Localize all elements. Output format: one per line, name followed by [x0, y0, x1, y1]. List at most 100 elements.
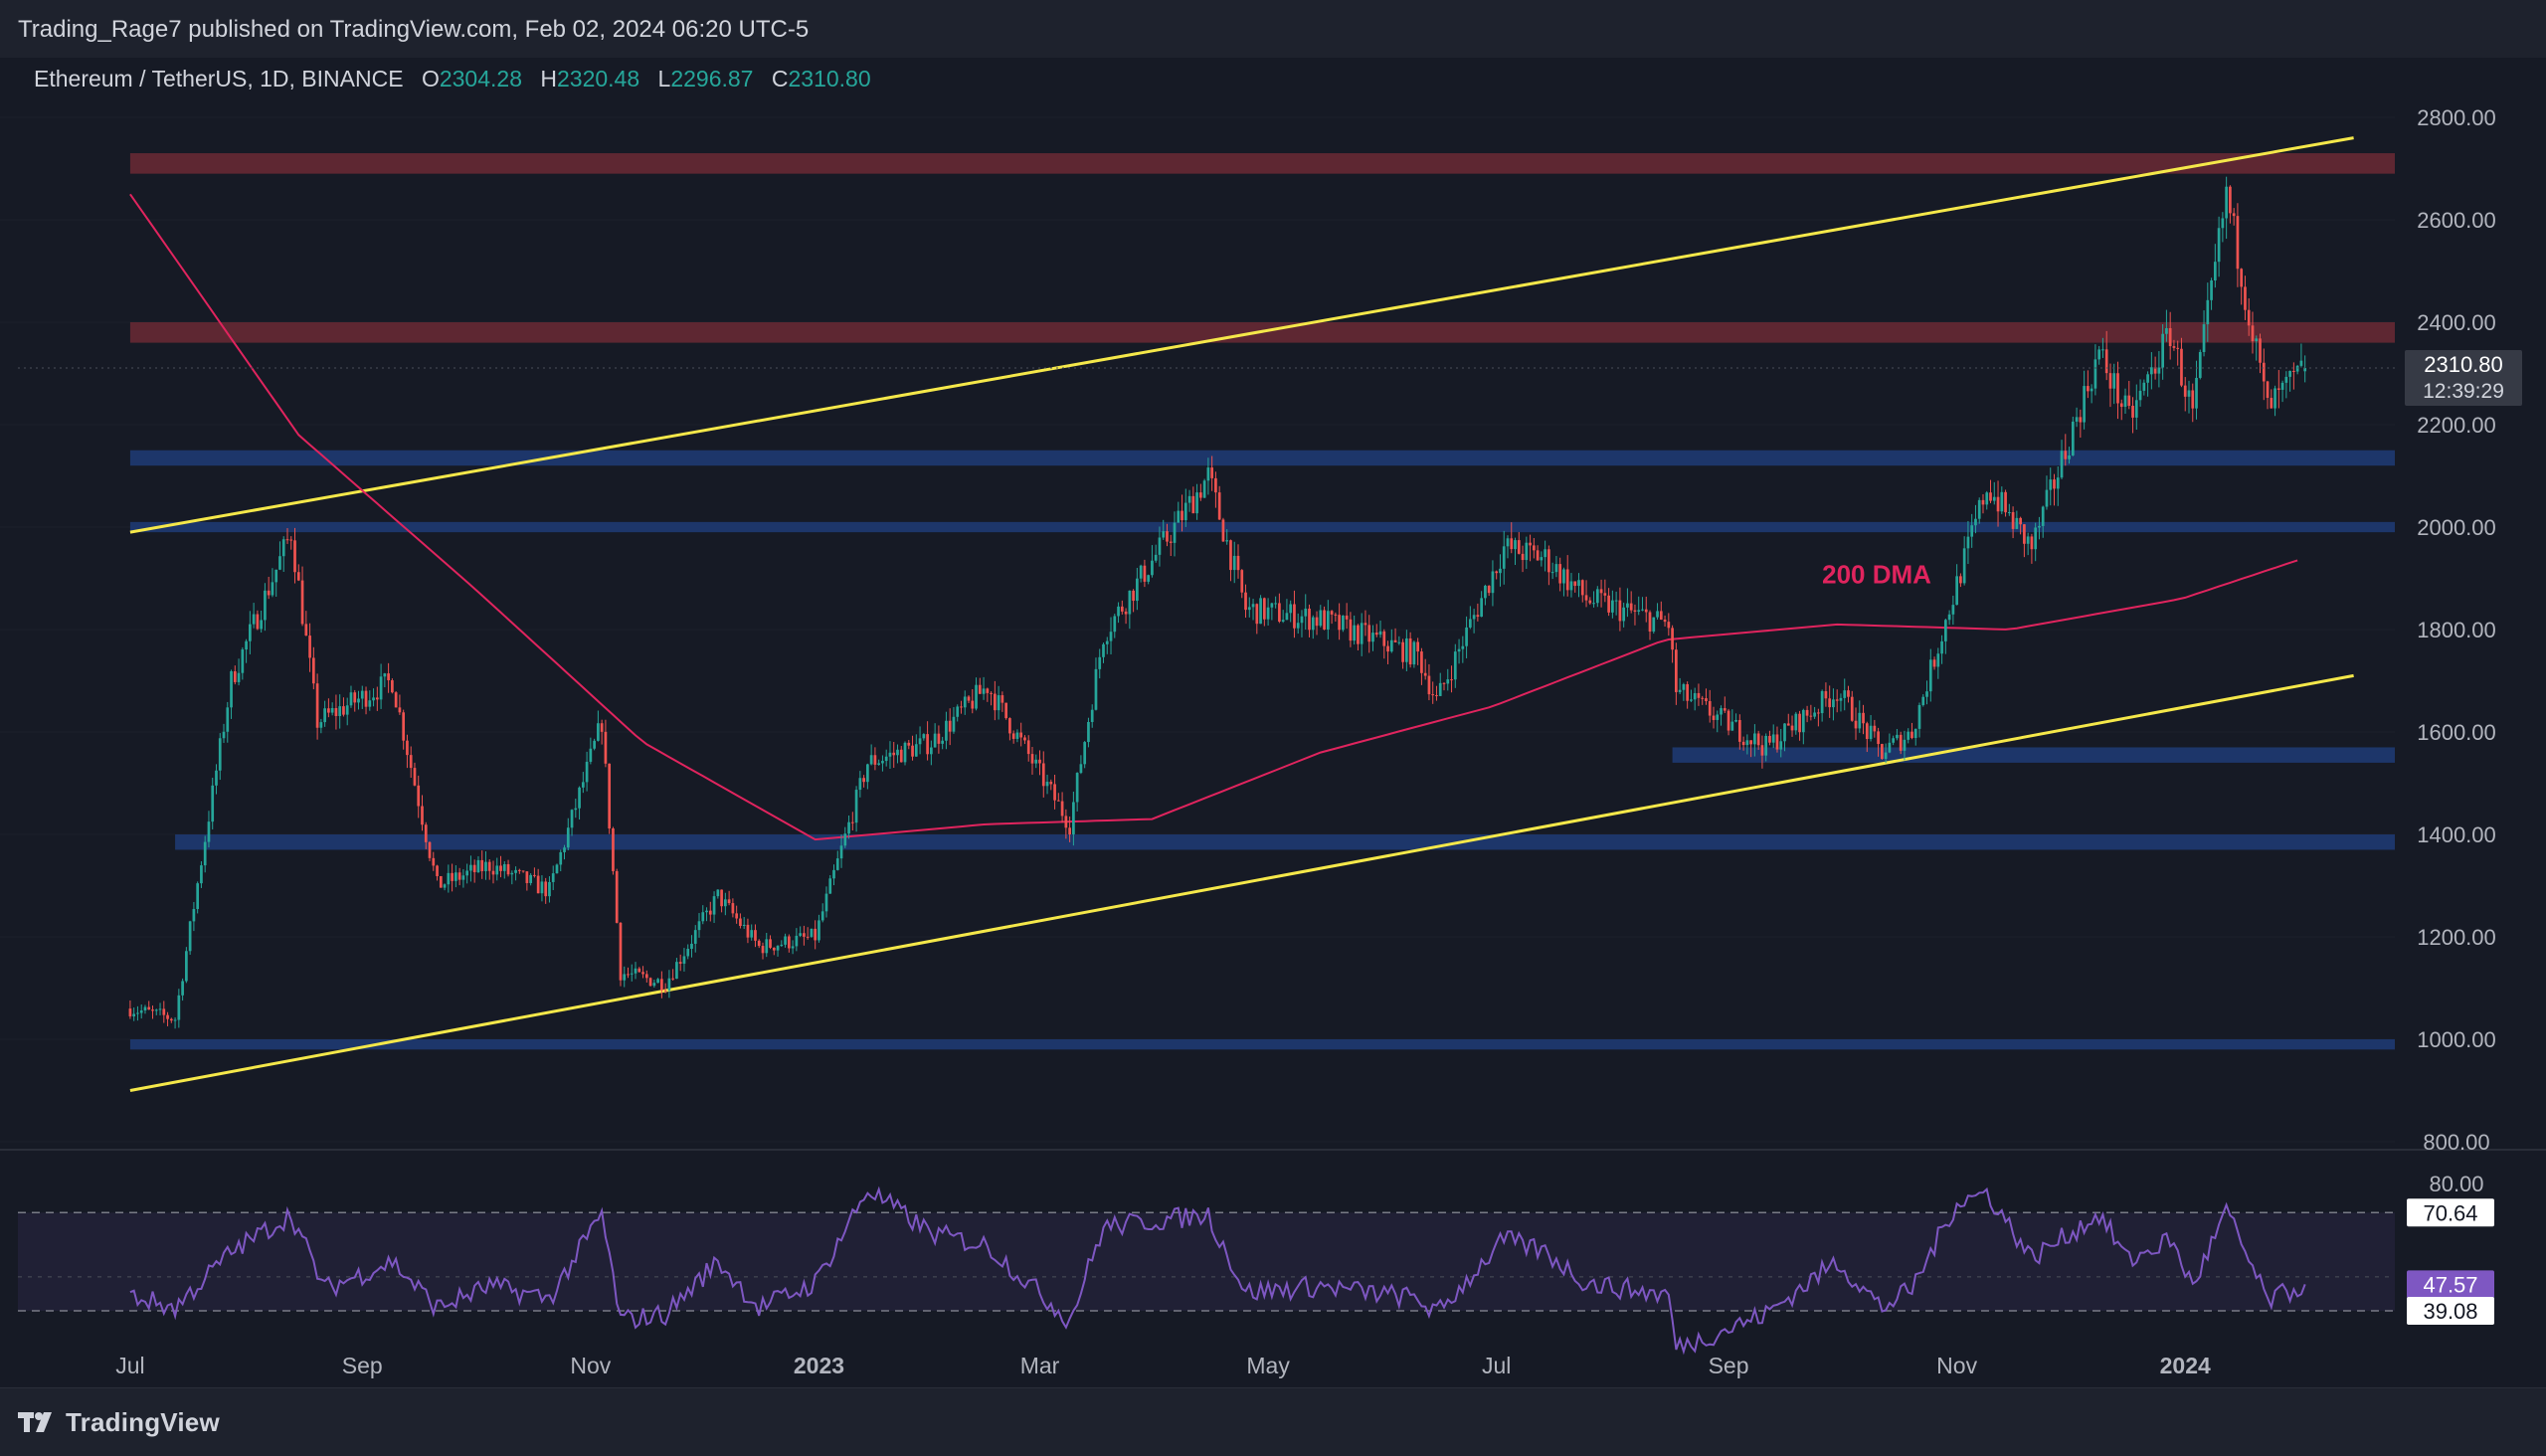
candle-body[interactable]	[869, 755, 873, 765]
candle-body[interactable]	[1517, 540, 1521, 554]
candle-body[interactable]	[671, 978, 675, 980]
candle-body[interactable]	[1674, 649, 1678, 692]
candle-body[interactable]	[2259, 338, 2262, 363]
candle-body[interactable]	[1888, 742, 1892, 753]
candle-body[interactable]	[2101, 349, 2104, 351]
candle-body[interactable]	[750, 930, 754, 938]
candle-body[interactable]	[1599, 589, 1603, 594]
candle-body[interactable]	[245, 640, 248, 650]
candle-body[interactable]	[1311, 617, 1315, 631]
candle-body[interactable]	[409, 755, 413, 769]
candle-body[interactable]	[1015, 732, 1019, 739]
candle-body[interactable]	[2083, 386, 2086, 423]
candle-body[interactable]	[1217, 492, 1221, 520]
candle-body[interactable]	[1221, 519, 1225, 542]
candle-body[interactable]	[1247, 607, 1251, 611]
candle-body[interactable]	[536, 875, 540, 894]
candle-body[interactable]	[1764, 735, 1768, 756]
candle-body[interactable]	[1206, 467, 1210, 481]
candle-body[interactable]	[533, 874, 536, 876]
candle-body[interactable]	[181, 981, 184, 996]
candle-body[interactable]	[2004, 491, 2007, 513]
candle-body[interactable]	[1850, 696, 1854, 721]
candle-body[interactable]	[1745, 740, 1749, 746]
candle-body[interactable]	[1128, 590, 1132, 615]
candle-body[interactable]	[2206, 299, 2210, 325]
candle-body[interactable]	[1835, 699, 1839, 701]
candle-body[interactable]	[1281, 620, 1285, 623]
candle-body[interactable]	[1514, 540, 1517, 550]
candle-body[interactable]	[1925, 691, 1928, 697]
candle-body[interactable]	[436, 865, 439, 876]
candle-body[interactable]	[612, 828, 615, 871]
dma-200-line[interactable]	[129, 193, 2298, 841]
candle-body[interactable]	[2202, 324, 2206, 352]
candle-body[interactable]	[1431, 694, 1435, 696]
candle-body[interactable]	[1565, 569, 1569, 591]
candle-body[interactable]	[2280, 382, 2284, 390]
candle-body[interactable]	[1629, 603, 1633, 611]
candle-body[interactable]	[1166, 531, 1169, 542]
candle-body[interactable]	[1741, 741, 1745, 746]
candle-body[interactable]	[1569, 581, 1573, 591]
candle-body[interactable]	[1019, 732, 1023, 738]
candle-body[interactable]	[761, 946, 765, 954]
price-chart-svg[interactable]: 200 DMA 2800.00 2600.00 2400.00 2200.00 2000.…	[0, 58, 2546, 1388]
candle-body[interactable]	[2097, 349, 2101, 360]
candle-body[interactable]	[1521, 553, 1525, 561]
candle-body[interactable]	[1041, 763, 1045, 787]
candle-body[interactable]	[1824, 690, 1828, 699]
candle-body[interactable]	[196, 883, 200, 910]
candle-body[interactable]	[514, 869, 517, 873]
candle-body[interactable]	[465, 870, 469, 876]
candle-body[interactable]	[1641, 609, 1644, 611]
candle-body[interactable]	[1079, 764, 1083, 774]
candle-body[interactable]	[820, 911, 824, 921]
candle-body[interactable]	[1985, 492, 1989, 505]
candle-body[interactable]	[1136, 578, 1139, 602]
candle-body[interactable]	[1393, 639, 1397, 642]
candle-body[interactable]	[1274, 603, 1277, 605]
candle-body[interactable]	[1592, 603, 1595, 605]
candle-body[interactable]	[1720, 708, 1723, 715]
candle-body[interactable]	[1098, 656, 1102, 669]
candle-body[interactable]	[1225, 540, 1229, 542]
candle-body[interactable]	[978, 684, 982, 694]
candle-body[interactable]	[260, 620, 264, 630]
candle-body[interactable]	[675, 962, 678, 980]
candle-body[interactable]	[2266, 381, 2270, 399]
candle-body[interactable]	[484, 861, 487, 871]
candle-body[interactable]	[1928, 659, 1932, 692]
candle-body[interactable]	[1716, 714, 1720, 720]
candle-body[interactable]	[1374, 633, 1378, 636]
candle-body[interactable]	[2217, 228, 2221, 263]
candle-body[interactable]	[132, 1013, 136, 1016]
candle-body[interactable]	[1423, 672, 1427, 676]
candle-body[interactable]	[2015, 517, 2019, 529]
candle-body[interactable]	[461, 875, 465, 880]
candle-body[interactable]	[1367, 625, 1371, 642]
candle-body[interactable]	[990, 692, 993, 694]
candle-body[interactable]	[1734, 719, 1737, 722]
candle-body[interactable]	[2225, 186, 2228, 219]
candle-body[interactable]	[1633, 610, 1637, 612]
candle-body[interactable]	[641, 972, 644, 975]
candle-body[interactable]	[2195, 377, 2198, 409]
candle-body[interactable]	[1049, 782, 1053, 785]
candle-body[interactable]	[1817, 712, 1820, 714]
candle-body[interactable]	[570, 810, 574, 828]
candle-body[interactable]	[682, 956, 686, 964]
candle-body[interactable]	[1813, 712, 1816, 717]
candle-body[interactable]	[993, 693, 997, 711]
candle-body[interactable]	[997, 695, 1000, 711]
candle-body[interactable]	[1162, 531, 1166, 538]
candle-body[interactable]	[918, 738, 922, 745]
candle-body[interactable]	[211, 785, 215, 822]
candle-body[interactable]	[173, 1019, 177, 1021]
candle-body[interactable]	[1550, 572, 1554, 574]
candle-body[interactable]	[1989, 492, 1992, 501]
candle-body[interactable]	[128, 1008, 132, 1016]
candle-body[interactable]	[888, 752, 892, 757]
candle-body[interactable]	[215, 770, 218, 786]
candle-body[interactable]	[1603, 593, 1607, 596]
